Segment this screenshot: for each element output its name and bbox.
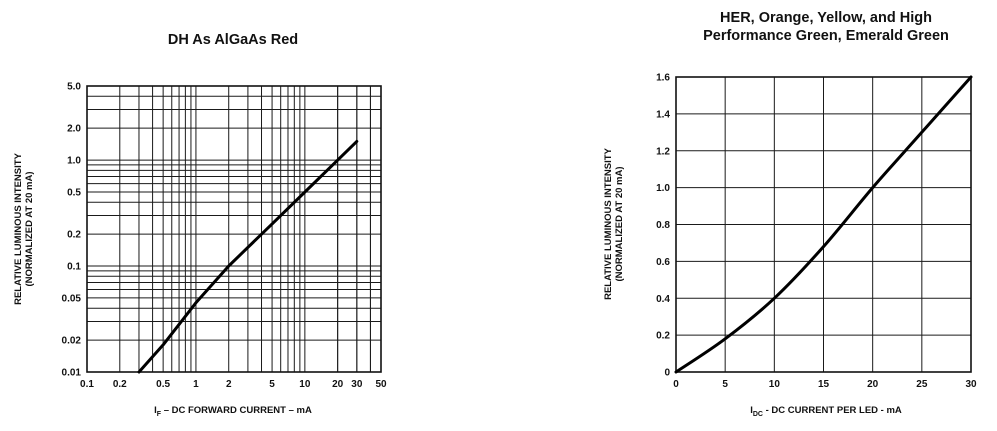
x-tick-label: 5 (722, 379, 728, 390)
y-tick-label: 0 (664, 368, 670, 379)
chart-left-frame (86, 85, 382, 373)
chart-right-y-axis-label: RELATIVE LUMINOUS INTENSITY (NORMALIZED … (603, 147, 625, 299)
y-tick-label: 0.2 (67, 230, 81, 241)
y-tick-label: 0.1 (67, 262, 81, 273)
chart-right-grid (675, 76, 972, 373)
x-tick-label: 15 (818, 379, 830, 390)
x-tick-label: 5 (269, 379, 275, 390)
x-tick-label: 10 (299, 379, 311, 390)
y-tick-label: 0.01 (62, 368, 82, 379)
chart-left-y-axis-label-line2: (NORMALIZED AT 20 mA) (24, 171, 35, 286)
y-tick-label: 1.6 (656, 73, 670, 84)
chart-right-series-line (674, 75, 973, 374)
chart-right-y-ticks: 0 0.2 0.4 0.6 0.8 1.0 1.2 1.4 1.6 (656, 73, 670, 379)
chart-left-y-axis-label: RELATIVE LUMINOUS INTENSITY (NORMALIZED … (13, 152, 35, 304)
chart-left: DH As AlGaAs Red 0.1 0.2 0.5 1 2 5 10 20 30 50 0.… (13, 32, 387, 418)
y-tick-label: 5.0 (67, 82, 81, 93)
x-tick-label: 20 (332, 379, 344, 390)
x-tick-label: 0 (673, 379, 679, 390)
x-tick-label: 2 (226, 379, 232, 390)
x-tick-label: 50 (375, 379, 387, 390)
x-tick-label: 0.2 (113, 379, 127, 390)
y-tick-label: 0.6 (656, 257, 670, 268)
chart-left-y-ticks: 0.01 0.02 0.05 0.1 0.2 0.5 1.0 2.0 5.0 (62, 82, 82, 379)
chart-left-x-ticks: 0.1 0.2 0.5 1 2 5 10 20 30 50 (80, 379, 387, 390)
y-tick-label: 0.2 (656, 331, 670, 342)
chart-right-x-ticks: 0 5 10 15 20 25 30 (673, 379, 977, 390)
chart-left-grid (86, 85, 382, 373)
chart-right-title-line1: HER, Orange, Yellow, and High (720, 10, 932, 26)
chart-right: HER, Orange, Yellow, and High Performanc… (603, 10, 977, 418)
y-tick-label: 0.8 (656, 220, 670, 231)
y-tick-label: 1.4 (656, 109, 670, 120)
chart-right-x-axis-label: IDC - DC CURRENT PER LED - mA (750, 405, 902, 418)
x-tick-label: 25 (916, 379, 928, 390)
x-tick-label: 0.1 (80, 379, 94, 390)
x-tick-label: 0.5 (156, 379, 170, 390)
chart-right-frame (675, 76, 972, 373)
y-tick-label: 2.0 (67, 124, 81, 135)
y-tick-label: 0.02 (62, 336, 82, 347)
y-tick-label: 0.4 (656, 294, 670, 305)
x-tick-label: 1 (193, 379, 199, 390)
chart-right-title-line2: Performance Green, Emerald Green (703, 28, 949, 44)
y-tick-label: 1.2 (656, 146, 670, 157)
chart-left-title: DH As AlGaAs Red (168, 32, 298, 48)
x-tick-label: 30 (965, 379, 977, 390)
y-tick-label: 1.0 (67, 156, 81, 167)
chart-left-y-axis-label-line1: RELATIVE LUMINOUS INTENSITY (13, 152, 24, 304)
chart-right-y-axis-label-line1: RELATIVE LUMINOUS INTENSITY (603, 147, 614, 299)
y-tick-label: 0.05 (62, 293, 82, 304)
chart-left-x-axis-label: IF – DC FORWARD CURRENT – mA (154, 405, 312, 418)
x-tick-label: 30 (351, 379, 363, 390)
x-tick-label: 20 (867, 379, 879, 390)
y-tick-label: 0.5 (67, 187, 81, 198)
chart-left-series-line (137, 139, 359, 374)
chart-right-y-axis-label-line2: (NORMALIZED AT 20 mA) (614, 166, 625, 281)
x-tick-label: 10 (769, 379, 781, 390)
y-tick-label: 1.0 (656, 183, 670, 194)
